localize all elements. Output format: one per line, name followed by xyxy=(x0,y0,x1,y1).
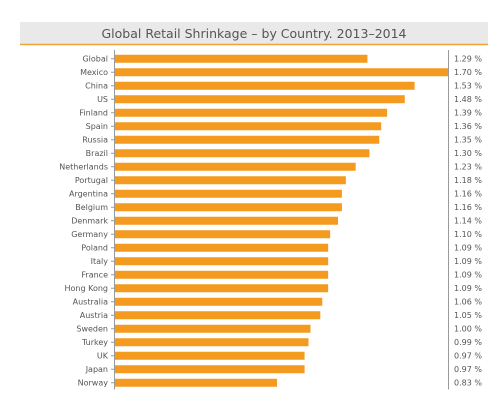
category-label: Norway xyxy=(78,379,109,388)
value-label: 1.36 % xyxy=(454,122,482,131)
value-label: 1.14 % xyxy=(454,217,482,226)
value-label: 1.09 % xyxy=(454,244,482,253)
category-label: Japan xyxy=(85,365,108,374)
chart-title: Global Retail Shrinkage – by Country. 20… xyxy=(101,26,406,41)
category-label: Finland xyxy=(79,109,108,118)
value-label: 1.09 % xyxy=(454,284,482,293)
bar xyxy=(115,203,342,212)
bar xyxy=(115,54,368,63)
value-label: 1.10 % xyxy=(454,230,482,239)
bar xyxy=(115,81,415,90)
value-label: 1.23 % xyxy=(454,163,482,172)
category-label: Denmark xyxy=(71,217,108,226)
bar xyxy=(115,135,380,144)
value-label: 1.48 % xyxy=(454,95,482,104)
bar xyxy=(115,270,329,279)
value-label: 1.39 % xyxy=(454,109,482,118)
value-label: 1.30 % xyxy=(454,149,482,158)
title-band xyxy=(20,22,488,44)
value-label: 0.97 % xyxy=(454,352,482,361)
bar xyxy=(115,297,323,306)
category-label: Portugal xyxy=(75,176,108,185)
bar xyxy=(115,230,331,239)
bar xyxy=(115,378,278,387)
bar xyxy=(115,324,311,333)
category-label: Global xyxy=(82,55,108,64)
bar xyxy=(115,162,356,171)
bar xyxy=(115,351,305,360)
value-label: 1.09 % xyxy=(454,257,482,266)
category-label: Italy xyxy=(91,257,109,266)
category-label: China xyxy=(85,82,108,91)
category-label: Turkey xyxy=(81,338,108,347)
category-label: Argentina xyxy=(69,190,108,199)
bar xyxy=(115,108,388,117)
value-label: 1.16 % xyxy=(454,190,482,199)
bar xyxy=(115,311,321,320)
category-label: France xyxy=(81,271,108,280)
bar xyxy=(115,176,346,185)
category-label: Germany xyxy=(71,230,108,239)
category-label: Netherlands xyxy=(59,163,108,172)
value-label: 1.09 % xyxy=(454,271,482,280)
value-label: 1.70 % xyxy=(454,68,482,77)
bar xyxy=(115,68,448,77)
category-label: Australia xyxy=(73,298,108,307)
bar xyxy=(115,243,329,252)
value-label: 0.97 % xyxy=(454,365,482,374)
value-label: 1.16 % xyxy=(454,203,482,212)
bar xyxy=(115,122,382,131)
category-label: Hong Kong xyxy=(65,284,109,293)
category-label: Poland xyxy=(81,244,108,253)
bar xyxy=(115,284,329,293)
bar xyxy=(115,95,405,104)
category-label: Belgium xyxy=(75,203,108,212)
category-label: Russia xyxy=(82,136,108,145)
bar xyxy=(115,216,338,225)
category-label: Mexico xyxy=(80,68,108,77)
value-label: 0.83 % xyxy=(454,379,482,388)
category-label: UK xyxy=(97,352,109,361)
category-label: Brazil xyxy=(86,149,108,158)
bar xyxy=(115,338,309,347)
plot-area: Global 1.29 % Mexico 1.70 % China 1.53 % US 1.4… xyxy=(59,50,482,390)
category-label: US xyxy=(97,95,108,104)
value-label: 1.29 % xyxy=(454,55,482,64)
bar xyxy=(115,189,342,198)
value-label: 1.00 % xyxy=(454,325,482,334)
value-label: 1.53 % xyxy=(454,82,482,91)
category-label: Sweden xyxy=(76,325,108,334)
category-label: Austria xyxy=(80,311,108,320)
value-label: 1.06 % xyxy=(454,298,482,307)
bar xyxy=(115,149,370,158)
bar xyxy=(115,365,305,374)
bar xyxy=(115,257,329,266)
value-label: 0.99 % xyxy=(454,338,482,347)
value-label: 1.05 % xyxy=(454,311,482,320)
value-label: 1.35 % xyxy=(454,136,482,145)
value-label: 1.18 % xyxy=(454,176,482,185)
category-label: Spain xyxy=(86,122,108,131)
